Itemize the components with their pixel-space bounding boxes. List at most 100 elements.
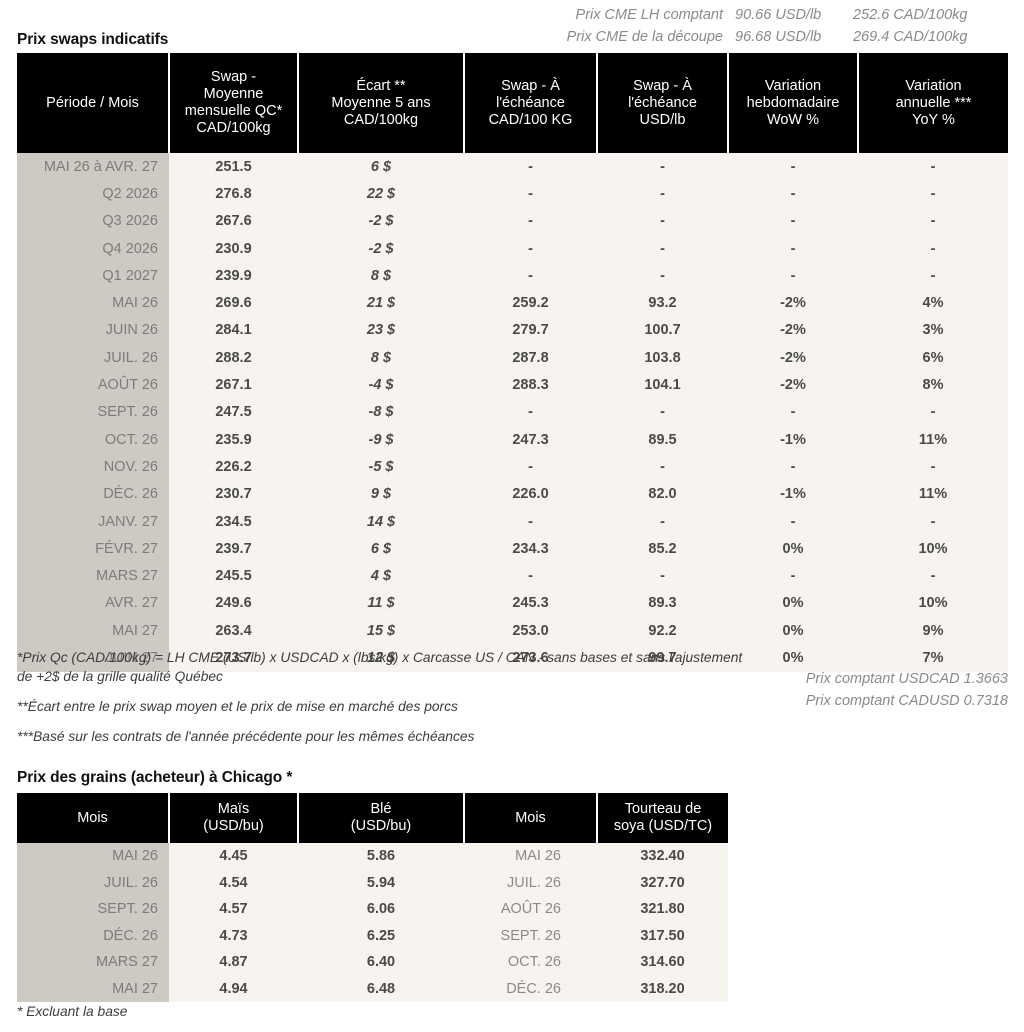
cell-month2: OCT. 26 <box>464 949 597 976</box>
table-row: JUIN 26 284.1 23 $279.7 100.7 -2% 3% <box>17 316 1008 345</box>
cell-spread: 9 $ <box>298 480 464 508</box>
table-row: Q2 2026 276.8 22 $ - - - - <box>17 180 1008 208</box>
cell-yoy: - <box>858 180 1008 208</box>
swaps-col-period: Période / Mois <box>17 53 170 153</box>
cell-soymeal: 332.40 <box>597 843 728 870</box>
cell-yoy: - <box>858 234 1008 263</box>
cell-expiry-cad: - <box>464 398 597 426</box>
cell-spread: 14 $ <box>298 507 464 536</box>
cell-soymeal: 321.80 <box>597 896 728 923</box>
cell-period: FÉVR. 27 <box>17 535 169 563</box>
cell-month: JUIL. 26 <box>17 869 169 896</box>
cell-expiry-usd: - <box>597 453 728 481</box>
swaps-col-spread: Écart ** Moyenne 5 ans CAD/100kg <box>298 53 465 153</box>
cell-expiry-cad: - <box>464 180 597 208</box>
table-row: SEPT. 26 247.5 -8 $ - - - - <box>17 398 1008 426</box>
cell-wow: 0% <box>728 617 858 645</box>
grains-table: Mois Maïs (USD/bu) Blé (USD/bu) Mois Tou… <box>17 793 728 1002</box>
footnote-3: ***Basé sur les contrats de l'année préc… <box>17 729 475 744</box>
swaps-col-expiry-usd: Swap - À l'échéance USD/lb <box>597 53 729 153</box>
cell-month2: SEPT. 26 <box>464 922 597 949</box>
cell-expiry-cad: 259.2 <box>464 289 597 317</box>
cell-soymeal: 314.60 <box>597 949 728 976</box>
cell-monthly-avg: 269.6 <box>169 289 298 317</box>
swaps-header-row: Période / Mois Swap - Moyenne mensuelle … <box>17 53 1008 153</box>
table-row: SEPT. 26 4.57 6.06 AOÛT 26 321.80 <box>17 896 728 923</box>
cell-spread: 6 $ <box>298 153 464 181</box>
cell-monthly-avg: 249.6 <box>169 589 298 618</box>
table-row: JUIL. 26 4.54 5.94 JUIL. 26 327.70 <box>17 869 728 896</box>
cell-expiry-usd: - <box>597 398 728 426</box>
cell-corn: 4.45 <box>169 843 298 870</box>
table-row: MAI 27 4.94 6.48 DÉC. 26 318.20 <box>17 975 728 1002</box>
cell-monthly-avg: 226.2 <box>169 453 298 481</box>
cell-monthly-avg: 230.7 <box>169 480 298 508</box>
cell-wow: - <box>728 562 858 590</box>
cell-spread: -4 $ <box>298 371 464 399</box>
table-row: NOV. 26 226.2 -5 $ - - - - <box>17 453 1008 481</box>
cell-expiry-usd: 103.8 <box>597 344 728 372</box>
cell-wow: - <box>728 398 858 426</box>
spot-price-cad: 252.6 CAD/100kg <box>853 7 968 23</box>
cell-spread: -9 $ <box>298 425 464 454</box>
cell-expiry-usd: 92.2 <box>597 617 728 645</box>
cell-wow: - <box>728 262 858 290</box>
cell-expiry-cad: - <box>464 234 597 263</box>
cell-expiry-usd: - <box>597 234 728 263</box>
cell-expiry-cad: - <box>464 507 597 536</box>
cell-expiry-cad: 287.8 <box>464 344 597 372</box>
swaps-table-header: Période / Mois Swap - Moyenne mensuelle … <box>17 53 1008 153</box>
cell-wow: -2% <box>728 316 858 345</box>
cell-expiry-cad: 279.7 <box>464 316 597 345</box>
cell-spread: 22 $ <box>298 180 464 208</box>
cell-wow: - <box>728 234 858 263</box>
fx-rates-block: Prix comptant USDCAD 1.3663 Prix comptan… <box>806 668 1008 712</box>
cell-soymeal: 318.20 <box>597 975 728 1002</box>
cell-spread: -2 $ <box>298 234 464 263</box>
spot-price-usd: 96.68 USD/lb <box>735 29 822 45</box>
cell-wow: 0% <box>728 644 858 672</box>
cell-wow: -1% <box>728 480 858 508</box>
footnote-2: **Écart entre le prix swap moyen et le p… <box>17 699 458 714</box>
cell-soymeal: 327.70 <box>597 869 728 896</box>
cell-expiry-usd: - <box>597 507 728 536</box>
grains-table-header: Mois Maïs (USD/bu) Blé (USD/bu) Mois Tou… <box>17 793 728 843</box>
table-row: Q3 2026 267.6 -2 $ - - - - <box>17 207 1008 235</box>
cell-corn: 4.57 <box>169 896 298 923</box>
cell-wow: -2% <box>728 371 858 399</box>
cell-wow: - <box>728 180 858 208</box>
cell-wheat: 6.25 <box>298 922 464 949</box>
cell-yoy: 8% <box>858 371 1008 399</box>
cell-expiry-usd: 104.1 <box>597 371 728 399</box>
cell-expiry-cad: 288.3 <box>464 371 597 399</box>
cell-period: AOÛT 26 <box>17 371 169 399</box>
cell-expiry-usd: - <box>597 153 728 181</box>
cell-corn: 4.94 <box>169 975 298 1002</box>
cell-wow: - <box>728 453 858 481</box>
cell-expiry-cad: 226.0 <box>464 480 597 508</box>
cell-yoy: 11% <box>858 480 1008 508</box>
cell-spread: 12 $ <box>298 644 464 672</box>
cell-spread: 11 $ <box>298 589 464 618</box>
cell-period: JUIN 26 <box>17 316 169 345</box>
cell-period: JUIN 27 <box>17 644 169 672</box>
cell-period: Q2 2026 <box>17 180 169 208</box>
cell-monthly-avg: 273.7 <box>169 644 298 672</box>
cell-wow: -2% <box>728 289 858 317</box>
cell-yoy: - <box>858 153 1008 181</box>
cell-expiry-usd: 85.2 <box>597 535 728 563</box>
cell-monthly-avg: 239.9 <box>169 262 298 290</box>
spot-price-label: Prix CME LH comptant <box>575 7 723 23</box>
table-row: JUIN 27 273.7 12 $273.6 99.7 0% 7% <box>17 644 1008 672</box>
spot-price-cad: 269.4 CAD/100kg <box>853 29 968 45</box>
cell-spread: 6 $ <box>298 535 464 563</box>
cell-wow: -1% <box>728 425 858 454</box>
grains-col-corn: Maïs (USD/bu) <box>169 793 299 843</box>
cell-wow: - <box>728 507 858 536</box>
cell-spread: 21 $ <box>298 289 464 317</box>
cell-spread: -5 $ <box>298 453 464 481</box>
cell-monthly-avg: 247.5 <box>169 398 298 426</box>
cell-spread: 4 $ <box>298 562 464 590</box>
cell-soymeal: 317.50 <box>597 922 728 949</box>
cell-expiry-cad: 247.3 <box>464 425 597 454</box>
